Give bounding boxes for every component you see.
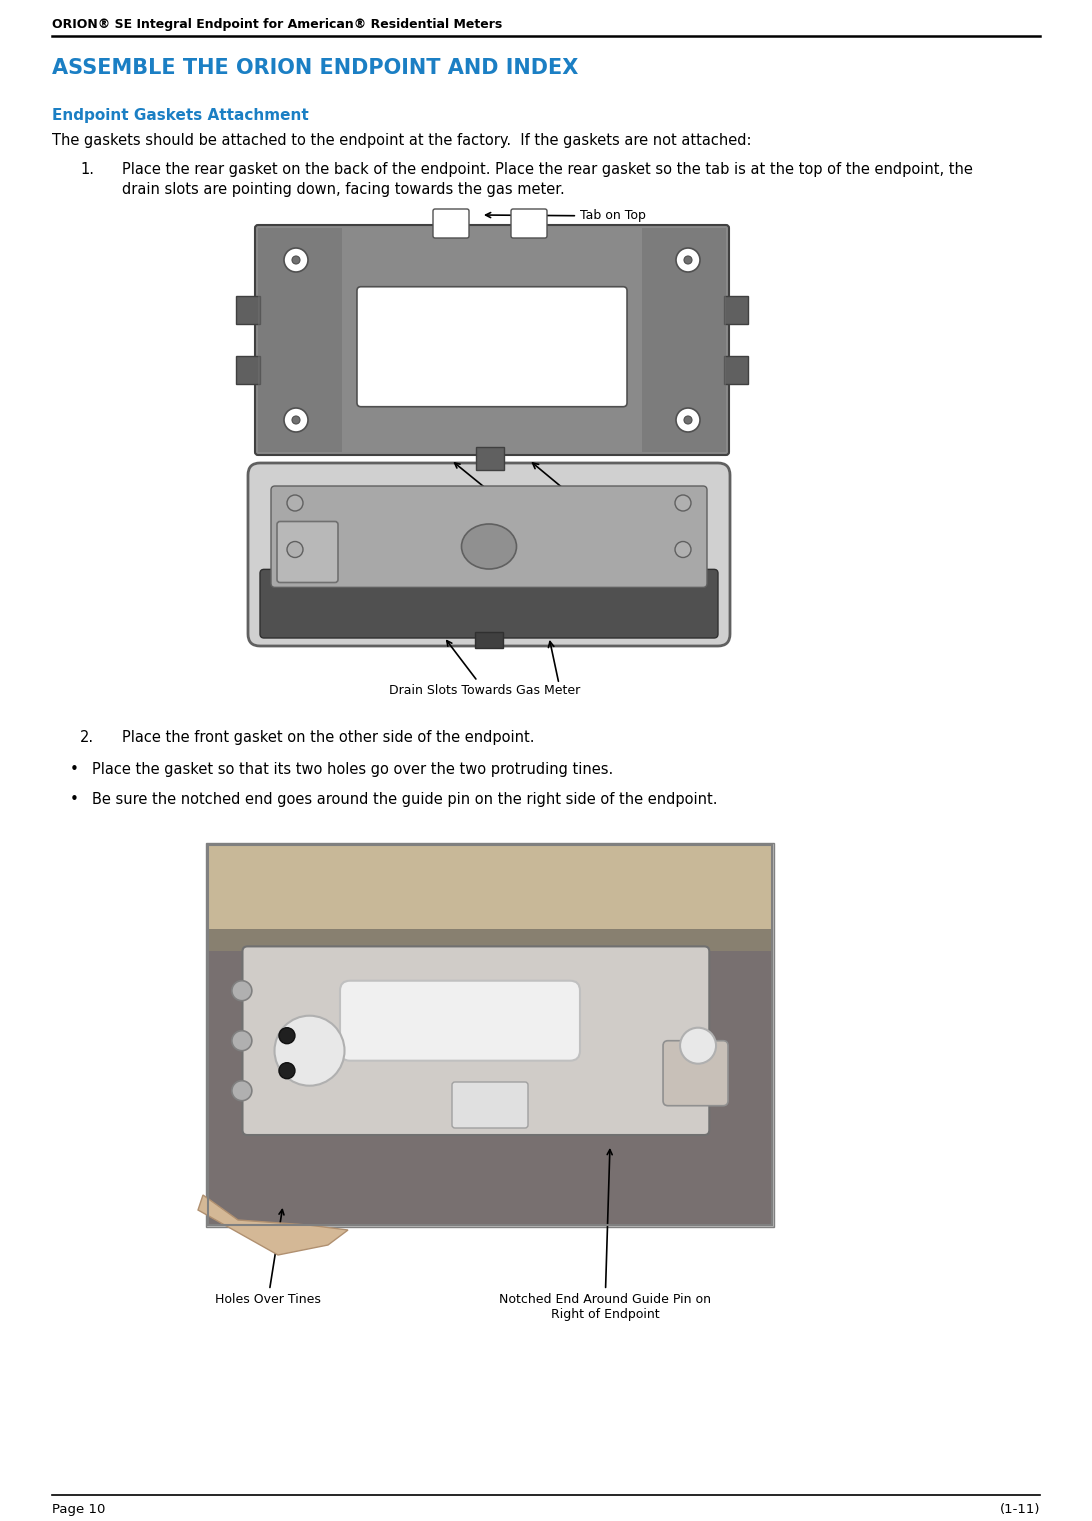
Bar <box>258 228 342 452</box>
Circle shape <box>675 494 691 511</box>
Text: Holes Over Tines: Holes Over Tines <box>215 1209 321 1307</box>
Bar <box>207 929 772 952</box>
Circle shape <box>287 541 302 558</box>
Text: Be sure the notched end goes around the guide pin on the right side of the endpo: Be sure the notched end goes around the … <box>92 792 717 808</box>
Bar <box>207 846 772 929</box>
Text: Tab on Top: Tab on Top <box>486 210 645 222</box>
Bar <box>476 447 505 470</box>
FancyBboxPatch shape <box>357 287 627 406</box>
Circle shape <box>680 1028 716 1063</box>
FancyBboxPatch shape <box>248 462 729 646</box>
Text: Place the front gasket on the other side of the endpoint.: Place the front gasket on the other side… <box>122 730 534 745</box>
Circle shape <box>287 494 302 511</box>
Circle shape <box>278 1028 295 1043</box>
FancyBboxPatch shape <box>242 946 710 1135</box>
FancyBboxPatch shape <box>256 225 729 455</box>
Text: Page 10: Page 10 <box>52 1503 105 1516</box>
Circle shape <box>232 1031 252 1051</box>
Circle shape <box>676 248 700 272</box>
FancyBboxPatch shape <box>260 569 719 637</box>
Circle shape <box>278 1063 295 1078</box>
Bar <box>207 846 772 1224</box>
Bar <box>207 846 772 1224</box>
Text: •: • <box>70 762 79 777</box>
FancyBboxPatch shape <box>207 846 772 914</box>
Circle shape <box>284 408 308 432</box>
Circle shape <box>676 408 700 432</box>
FancyBboxPatch shape <box>452 1081 529 1129</box>
Text: Notched End Around Guide Pin on
Right of Endpoint: Notched End Around Guide Pin on Right of… <box>499 1150 711 1322</box>
Circle shape <box>274 1016 344 1086</box>
Bar <box>206 843 774 1227</box>
Circle shape <box>232 1081 252 1101</box>
Circle shape <box>684 417 692 424</box>
Circle shape <box>232 981 252 1001</box>
FancyBboxPatch shape <box>340 981 580 1060</box>
Text: ORION® SE Integral Endpoint for American® Residential Meters: ORION® SE Integral Endpoint for American… <box>52 18 502 30</box>
Circle shape <box>675 541 691 558</box>
Text: Place the gasket so that its two holes go over the two protruding tines.: Place the gasket so that its two holes g… <box>92 762 614 777</box>
Text: Drain Slots Towards Gas Meter: Drain Slots Towards Gas Meter <box>389 640 580 697</box>
Text: 2.: 2. <box>80 730 94 745</box>
Text: Drain Slots Pointing Down: Drain Slots Pointing Down <box>432 462 594 517</box>
Circle shape <box>284 248 308 272</box>
Text: 1.: 1. <box>80 163 94 176</box>
FancyBboxPatch shape <box>663 1040 728 1106</box>
FancyBboxPatch shape <box>511 208 547 237</box>
Bar <box>236 356 260 383</box>
Text: Place the rear gasket on the back of the endpoint. Place the rear gasket so the : Place the rear gasket on the back of the… <box>122 163 973 196</box>
Circle shape <box>292 417 300 424</box>
Circle shape <box>292 256 300 265</box>
Text: (1-11): (1-11) <box>999 1503 1040 1516</box>
Bar <box>724 297 748 324</box>
Bar <box>642 228 726 452</box>
Circle shape <box>684 256 692 265</box>
FancyBboxPatch shape <box>271 487 707 587</box>
FancyBboxPatch shape <box>277 522 339 583</box>
FancyBboxPatch shape <box>434 208 468 237</box>
Text: ASSEMBLE THE ORION ENDPOINT AND INDEX: ASSEMBLE THE ORION ENDPOINT AND INDEX <box>52 58 579 78</box>
Ellipse shape <box>462 525 517 569</box>
Bar <box>724 356 748 383</box>
Text: The gaskets should be attached to the endpoint at the factory.  If the gaskets a: The gaskets should be attached to the en… <box>52 132 751 148</box>
Text: •: • <box>70 792 79 808</box>
Polygon shape <box>198 1196 348 1255</box>
Bar <box>475 633 503 648</box>
Bar <box>236 297 260 324</box>
Text: Endpoint Gaskets Attachment: Endpoint Gaskets Attachment <box>52 108 309 123</box>
